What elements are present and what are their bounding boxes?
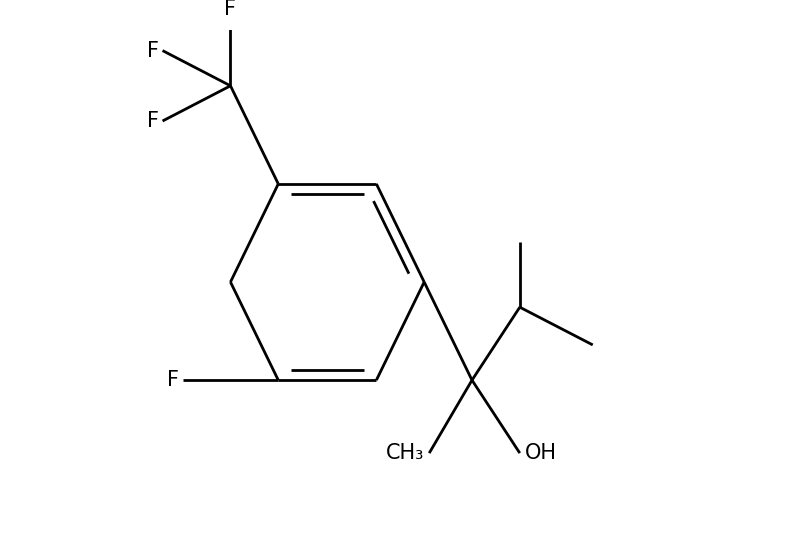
Text: CH₃: CH₃ bbox=[386, 443, 424, 463]
Text: OH: OH bbox=[525, 443, 557, 463]
Text: F: F bbox=[166, 370, 179, 390]
Text: F: F bbox=[147, 41, 158, 60]
Text: F: F bbox=[225, 0, 236, 19]
Text: F: F bbox=[147, 111, 158, 131]
